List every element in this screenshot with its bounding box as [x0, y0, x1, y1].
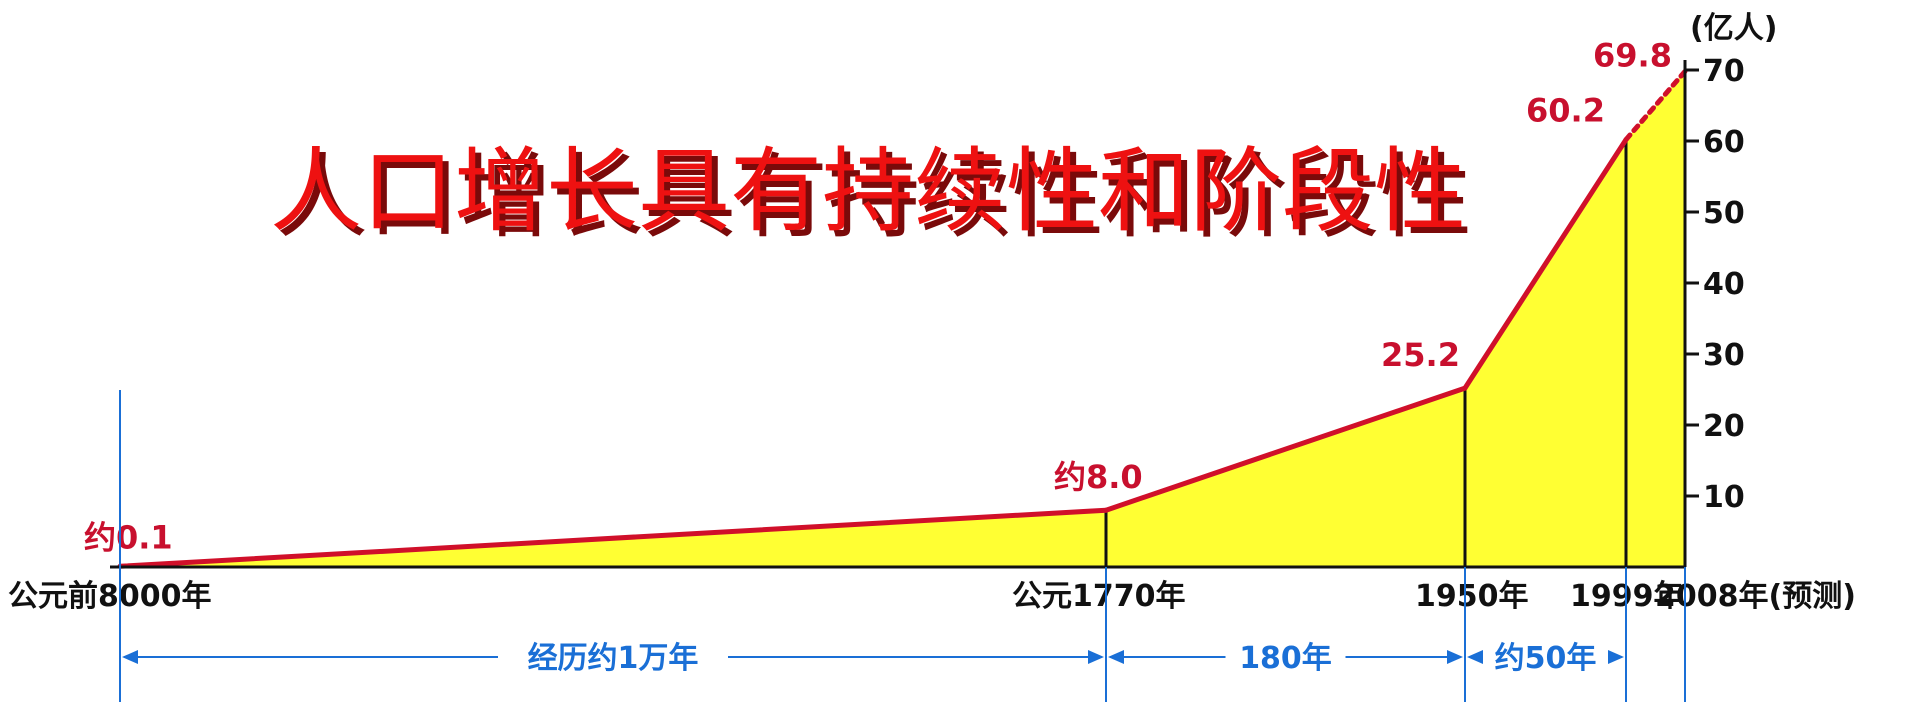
- y-tick-label: 50: [1703, 196, 1745, 231]
- population-line-segment: [1462, 137, 1629, 391]
- span-arrowhead: [1088, 650, 1104, 664]
- population-area: [120, 71, 1685, 568]
- y-tick-label: 30: [1703, 338, 1745, 373]
- span-arrowhead: [1467, 650, 1483, 664]
- span-arrowhead: [122, 650, 138, 664]
- span-label: 约50年: [1495, 641, 1597, 676]
- x-category-label: 公元前8000年: [8, 579, 212, 614]
- span-arrowhead: [1108, 650, 1124, 664]
- x-category-label: 1950年: [1415, 579, 1529, 614]
- population-line-segment: [117, 507, 1109, 569]
- span-label: 经历约1万年: [528, 641, 699, 676]
- population-line-forecast: [1623, 68, 1688, 143]
- y-tick-label: 20: [1703, 409, 1745, 444]
- span-arrowhead: [1608, 650, 1624, 664]
- x-category-label: 2008年(预测): [1655, 579, 1856, 614]
- x-category-label: 公元1770年: [1012, 579, 1186, 614]
- data-label: 69.8: [1593, 36, 1672, 74]
- data-label: 60.2: [1526, 92, 1605, 130]
- span-arrowhead: [1447, 650, 1463, 664]
- data-label: 25.2: [1381, 336, 1460, 374]
- data-label: 约8.0: [1054, 458, 1143, 496]
- chart-title: 人口增长具有持续性和阶段性 人口增长具有持续性和阶段性: [270, 138, 1472, 251]
- population-line-segment: [1103, 385, 1468, 513]
- span-label: 180年: [1239, 641, 1332, 676]
- y-tick-label: 10: [1703, 480, 1745, 515]
- plot-area: 10 20 30 40 50 60 70 (亿人) 约0.1 约8.0 25.2 60.2 69.8 公元…: [8, 11, 1856, 702]
- y-tick-label: 70: [1703, 54, 1745, 89]
- data-label: 约0.1: [84, 518, 173, 556]
- y-unit-label: (亿人): [1690, 11, 1777, 46]
- chart-title-shadow: 人口增长具有持续性和阶段性: [276, 144, 1472, 251]
- y-tick-label: 40: [1703, 267, 1745, 302]
- chart-title-text: 人口增长具有持续性和阶段性: [270, 138, 1466, 245]
- y-tick-label: 60: [1703, 125, 1745, 160]
